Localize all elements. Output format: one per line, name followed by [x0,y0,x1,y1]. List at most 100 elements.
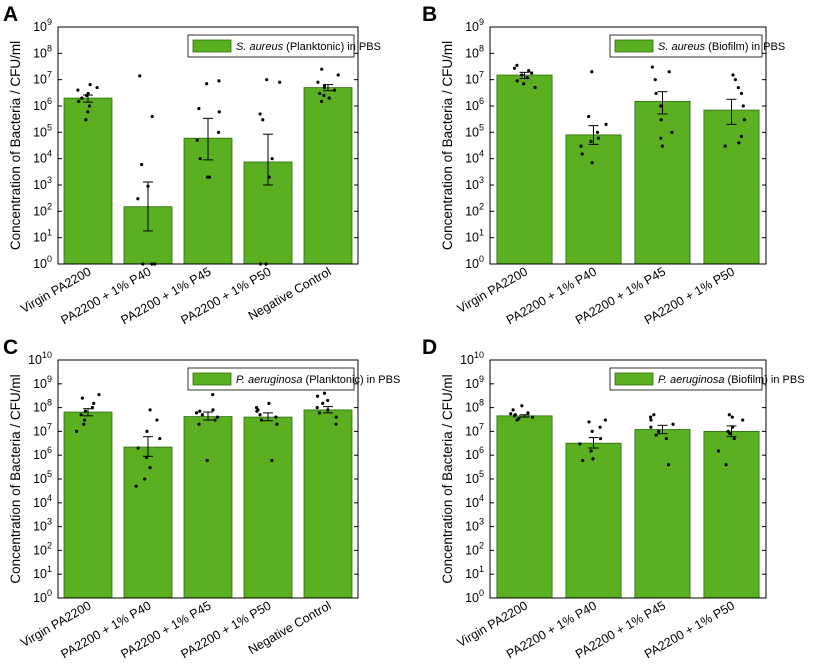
data-point [321,401,325,406]
data-point [86,91,90,96]
data-point [322,93,326,98]
data-point [649,418,653,422]
y-tick-label: 101 [465,228,484,245]
data-point [731,73,735,77]
data-point [603,418,607,422]
data-point [659,118,663,122]
y-tick-label: 104 [33,149,52,166]
data-point [211,408,215,412]
data-point [650,65,654,69]
data-point [653,78,657,82]
data-point [530,415,535,419]
data-point [589,139,593,144]
y-tick-label: 103 [465,517,484,534]
data-point [87,104,92,108]
data-point [522,82,526,86]
data-point [259,418,264,422]
data-point [733,78,737,82]
y-tick-label: 101 [33,564,52,581]
data-point [322,83,327,88]
y-tick-label: 105 [465,469,484,486]
y-tick-label: 100 [33,588,52,605]
y-tick-label: 107 [33,70,52,87]
y-tick-label: 100 [465,254,484,271]
legend-text: S. aureus (Planktonic) in PBS [236,41,381,53]
y-tick-label: 102 [465,201,484,218]
data-point [216,130,221,134]
data-point [737,141,741,145]
data-point [741,418,745,422]
data-point [318,91,322,96]
data-point [145,429,149,433]
y-tick-label: 109 [465,17,484,34]
data-point [140,162,144,167]
y-tick-label: 104 [465,493,484,510]
data-point [648,415,653,419]
data-point [590,429,594,433]
data-point [267,401,271,406]
data-point [517,416,521,421]
bar [123,446,173,599]
data-point [587,114,591,119]
data-point [730,415,734,419]
data-point [317,411,322,415]
data-point [515,63,519,67]
data-point [525,75,529,80]
data-point [144,455,149,460]
y-tick-label: 102 [465,540,484,557]
data-point [739,91,744,96]
y-tick-label: 101 [465,564,484,581]
data-point [198,157,202,161]
data-point [80,96,84,100]
bar [496,415,553,599]
y-tick-label: 102 [33,201,52,218]
y-tick-label: 106 [465,96,484,113]
y-tick-label: 104 [465,149,484,166]
y-tick-label: 105 [465,122,484,139]
y-tick-label: 106 [465,445,484,462]
data-point [197,422,201,426]
data-point [654,91,658,96]
y-tick-label: 105 [33,122,52,139]
data-point [74,429,79,433]
data-point [136,197,140,201]
data-point [315,406,319,410]
y-axis-label: Concentration of Bacteria / CFU/ml [440,374,455,583]
data-point [660,144,664,148]
data-point [598,436,603,441]
data-point [319,99,324,103]
data-point [670,130,674,134]
axes-box [57,26,359,265]
data-point [198,409,202,413]
y-tick-label: 1010 [28,350,52,367]
data-point [527,69,531,73]
y-tick-label: 109 [465,374,484,391]
data-point [258,413,262,417]
data-point [666,463,671,467]
data-point [88,82,92,87]
y-tick-label: 106 [33,445,52,462]
data-point [659,136,663,140]
y-tick-label: 109 [33,17,52,34]
legend-swatch [614,39,654,53]
data-point [652,413,656,417]
data-point [334,422,338,426]
data-point [92,401,96,406]
bar [634,100,691,265]
data-point [533,85,537,90]
y-tick-label: 108 [465,398,484,415]
data-point [197,106,201,111]
data-point [326,408,330,412]
y-tick-label: 102 [33,540,52,557]
data-point [206,175,210,179]
data-point [596,136,601,140]
data-point [716,449,721,453]
data-point [274,415,278,419]
data-point [724,463,728,467]
y-tick-label: 101 [33,228,52,245]
bar [303,409,353,599]
legend-text: P. aeruginosa (Planktonic) in PBS [236,374,400,386]
data-point [270,458,274,463]
bar [303,87,353,265]
